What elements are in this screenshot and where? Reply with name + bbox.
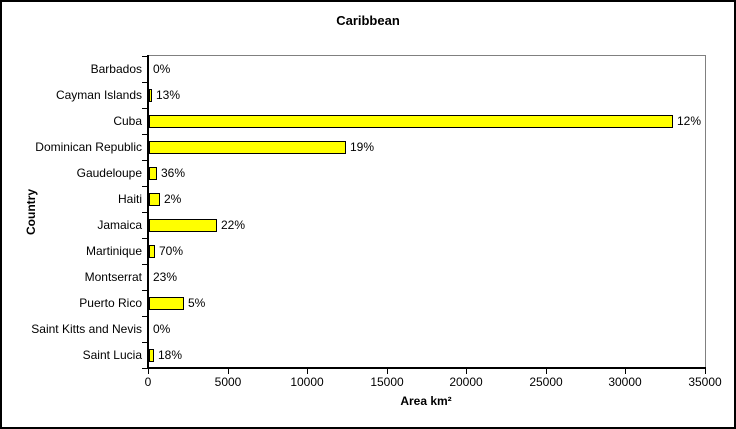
bar-value-label: 2% (164, 192, 182, 206)
category-label: Puerto Rico (79, 296, 142, 310)
y-axis-tick (142, 290, 147, 291)
y-axis-tick (142, 264, 147, 265)
y-axis-tick (142, 342, 147, 343)
x-axis-tick (466, 369, 467, 374)
y-axis-tick (142, 368, 147, 369)
bar-value-label: 22% (221, 218, 246, 232)
y-axis-tick (142, 160, 147, 161)
category-label: Dominican Republic (35, 140, 142, 154)
x-axis-tick (387, 369, 388, 374)
x-axis-tick-label: 15000 (370, 375, 404, 389)
x-axis-title: Area km² (400, 394, 452, 408)
y-axis-tick (142, 134, 147, 135)
bar (149, 219, 217, 232)
bar (149, 193, 160, 206)
category-label: Montserrat (84, 270, 142, 284)
bar (149, 115, 673, 128)
bar (149, 297, 184, 310)
bar (149, 89, 152, 102)
y-axis-tick (142, 238, 147, 239)
x-axis-tick (705, 369, 706, 374)
x-axis-tick-label: 5000 (214, 375, 242, 389)
category-label: Saint Lucia (82, 348, 142, 362)
x-axis-tick (148, 369, 149, 374)
x-axis-tick-label: 25000 (529, 375, 563, 389)
bar-value-label: 18% (158, 348, 183, 362)
x-axis-line (147, 367, 706, 369)
x-axis-tick (546, 369, 547, 374)
x-axis-tick (228, 369, 229, 374)
y-axis-tick (142, 108, 147, 109)
x-axis-tick-label: 10000 (290, 375, 324, 389)
category-label: Cayman Islands (55, 88, 142, 102)
x-axis-tick-label: 30000 (608, 375, 642, 389)
bar-value-label: 12% (677, 114, 702, 128)
bar-value-label: 13% (156, 88, 181, 102)
plot-border-top (148, 55, 706, 56)
category-label: Saint Kitts and Nevis (31, 322, 142, 336)
x-axis-tick (625, 369, 626, 374)
bar-value-label: 19% (350, 140, 375, 154)
bar-value-label: 36% (161, 166, 186, 180)
bar-value-label: 70% (159, 244, 184, 258)
y-axis-tick (142, 316, 147, 317)
bar-value-label: 5% (188, 296, 206, 310)
plot-border-right (705, 55, 706, 368)
bar-value-label: 23% (153, 270, 178, 284)
bar-value-label: 0% (153, 322, 171, 336)
y-axis-tick (142, 212, 147, 213)
bar (149, 245, 155, 258)
category-label: Gaudeloupe (76, 166, 142, 180)
category-label: Jamaica (97, 218, 142, 232)
x-axis-tick-label: 35000 (688, 375, 722, 389)
x-axis-tick-label: 0 (144, 375, 152, 389)
category-label: Cuba (113, 114, 142, 128)
bar (149, 141, 346, 154)
y-axis-tick (142, 82, 147, 83)
bar-value-label: 0% (153, 62, 171, 76)
x-axis-tick (307, 369, 308, 374)
bar (149, 349, 154, 362)
y-axis-tick (142, 186, 147, 187)
y-axis-line (147, 55, 149, 369)
category-label: Barbados (90, 62, 142, 76)
chart-title: Caribbean (336, 13, 400, 28)
x-axis-tick-label: 20000 (449, 375, 483, 389)
category-label: Haiti (117, 192, 142, 206)
bar (149, 167, 157, 180)
category-label: Martinique (85, 244, 142, 258)
y-axis-tick (142, 56, 147, 57)
